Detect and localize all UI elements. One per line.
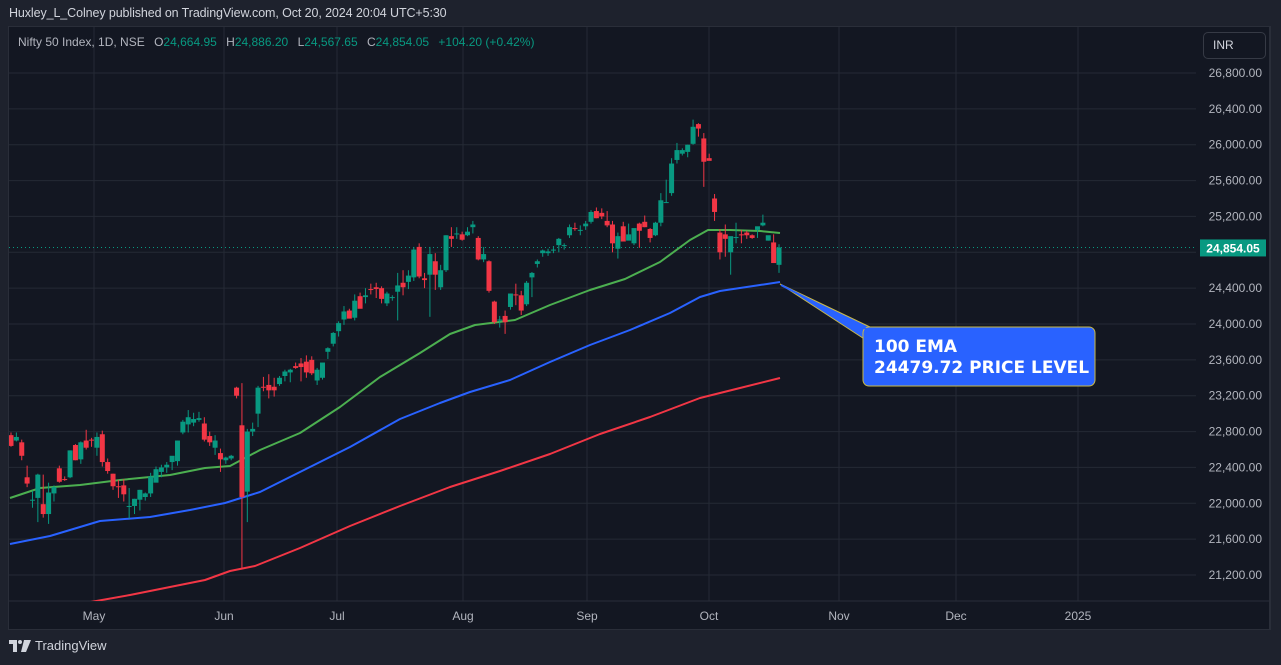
open-value: 24,664.95 [163, 35, 217, 49]
price-tick-label: 25,600.00 [1209, 174, 1263, 188]
tradingview-branding[interactable]: TradingView [9, 638, 107, 653]
price-tick-label: 26,000.00 [1209, 138, 1263, 152]
price-tick-label: 26,800.00 [1209, 66, 1263, 80]
time-tick-label: Aug [452, 609, 473, 623]
high-label: H [226, 35, 235, 49]
publication-line: Huxley_L_Colney published on TradingView… [9, 6, 447, 20]
annotation-line-1: 100 EMA [874, 337, 958, 357]
price-axis[interactable]: 26,800.00 26,400.00 26,000.00 25,600.00 25,2… [1209, 66, 1263, 582]
time-tick-label: Oct [700, 609, 719, 623]
time-tick-label: Jul [329, 609, 344, 623]
tradingview-logo-icon [9, 639, 31, 652]
price-tick-label: 24,400.00 [1209, 281, 1263, 295]
last-price-tag: 24,854.05 [1200, 239, 1266, 257]
svg-text:24,854.05: 24,854.05 [1206, 241, 1260, 255]
symbol-name: Nifty 50 Index, 1D, NSE [18, 35, 145, 49]
symbol-legend: Nifty 50 Index, 1D, NSE O24,664.95 H24,8… [18, 35, 534, 49]
currency-button[interactable]: INR [1203, 32, 1266, 59]
low-label: L [297, 35, 305, 49]
tradingview-label: TradingView [35, 638, 107, 653]
time-axis[interactable]: May Jun Jul Aug Sep Oct Nov Dec 2025 [83, 609, 1092, 623]
low-value: 24,567.65 [304, 35, 358, 49]
candlesticks [9, 119, 782, 568]
time-tick-label: Sep [576, 609, 598, 623]
annotation-line-2: 24479.72 PRICE LEVEL [874, 358, 1089, 378]
close-value: 24,854.05 [375, 35, 430, 49]
time-tick-label: Nov [828, 609, 849, 623]
price-tick-label: 22,000.00 [1209, 496, 1263, 510]
price-tick-label: 26,400.00 [1209, 102, 1263, 116]
price-tick-label: 23,600.00 [1209, 353, 1263, 367]
plot-area [9, 119, 1196, 601]
price-tick-label: 21,200.00 [1209, 568, 1263, 582]
price-tick-label: 23,200.00 [1209, 389, 1263, 403]
price-tick-label: 22,400.00 [1209, 460, 1263, 474]
close-label: C [366, 35, 376, 49]
price-tick-label: 25,200.00 [1209, 209, 1263, 223]
open-label: O [154, 35, 164, 49]
grid-lines [9, 27, 1196, 601]
high-value: 24,886.20 [234, 35, 289, 49]
price-tick-label: 24,000.00 [1209, 317, 1263, 331]
time-tick-label: Dec [945, 609, 966, 623]
ema-line [9, 281, 781, 545]
price-tick-label: 21,600.00 [1209, 532, 1263, 546]
ema-line [9, 229, 781, 499]
time-tick-label: 2025 [1065, 609, 1092, 623]
time-tick-label: Jun [214, 609, 233, 623]
change-value: +104.20 (+0.42%) [438, 35, 535, 49]
time-tick-label: May [83, 609, 106, 623]
ema-line [90, 377, 781, 601]
price-tick-label: 22,800.00 [1209, 425, 1263, 439]
price-axis-border [1270, 26, 1271, 630]
